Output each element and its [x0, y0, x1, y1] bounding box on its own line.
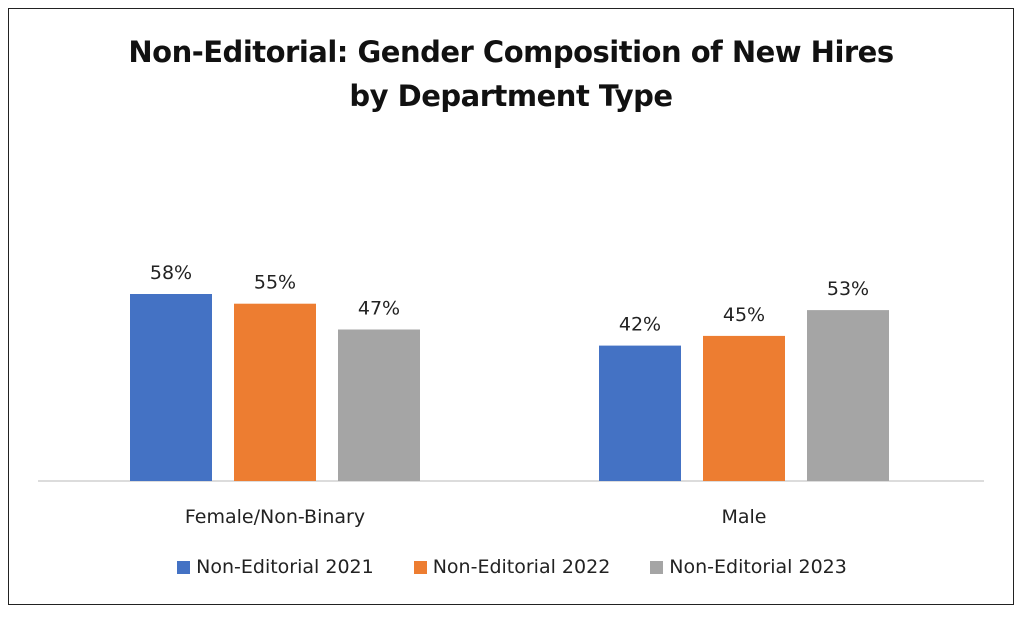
- legend-label-2021: Non-Editorial 2021: [196, 556, 374, 578]
- legend-item-2022: Non-Editorial 2022: [413, 556, 611, 578]
- data-label: 53%: [827, 278, 869, 300]
- category-label: Female/Non-Binary: [185, 506, 365, 528]
- legend-label-2022: Non-Editorial 2022: [432, 556, 611, 578]
- legend-label-2023: Non-Editorial 2023: [669, 556, 847, 578]
- legend-item-2023: Non-Editorial 2023: [650, 556, 847, 578]
- chart-title: Non-Editorial: Gender Composition of New…: [0, 30, 1022, 118]
- data-label: 42%: [619, 314, 661, 336]
- legend-swatch-2022: [413, 560, 427, 574]
- legend-swatch-2021: [177, 560, 191, 574]
- legend: Non-Editorial 2021 Non-Editorial 2022 No…: [0, 556, 1024, 578]
- data-label: 45%: [723, 304, 765, 326]
- bar-male-2021: [599, 345, 681, 481]
- bar-male-2022: [703, 335, 785, 481]
- data-label: 47%: [358, 298, 400, 320]
- legend-item-2021: Non-Editorial 2021: [177, 556, 374, 578]
- bar-female-2022: [234, 303, 316, 481]
- data-label: 58%: [150, 262, 192, 284]
- bar-female-2021: [130, 294, 212, 481]
- data-label: 55%: [254, 272, 296, 294]
- chart-title-line-2: by Department Type: [349, 79, 673, 113]
- chart-title-line-1: Non-Editorial: Gender Composition of New…: [128, 35, 894, 69]
- bar-male-2023: [807, 310, 889, 481]
- bar-female-2023: [338, 329, 420, 481]
- legend-swatch-2023: [650, 560, 664, 574]
- category-label: Male: [721, 506, 766, 528]
